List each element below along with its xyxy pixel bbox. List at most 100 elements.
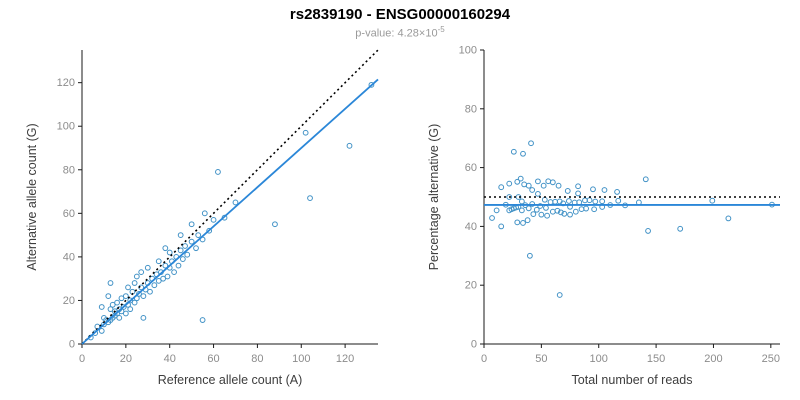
data-point [127, 306, 134, 313]
data-point [114, 310, 120, 317]
data-point [615, 197, 622, 204]
data-point [120, 304, 127, 310]
data-point [489, 215, 495, 221]
data-point [498, 223, 505, 230]
data-point [537, 203, 544, 209]
data-point [125, 284, 131, 291]
data-point [572, 208, 579, 215]
data-point [535, 190, 541, 197]
data-point [307, 195, 313, 201]
data-point [526, 252, 533, 259]
data-point [346, 142, 353, 149]
data-point [98, 304, 105, 310]
data-point [155, 258, 162, 265]
data-point [561, 210, 568, 217]
data-point [645, 228, 651, 234]
data-point [138, 269, 145, 276]
data-point [538, 211, 545, 218]
fit-line [81, 78, 379, 345]
data-point [232, 199, 239, 206]
data-point [525, 205, 532, 212]
x-tick-label: 100 [590, 353, 608, 365]
data-point [514, 219, 521, 226]
data-point [188, 221, 195, 228]
data-point [520, 220, 526, 226]
data-point [530, 211, 537, 217]
data-point [547, 199, 554, 205]
data-point [549, 179, 556, 186]
data-point [554, 207, 561, 214]
y-tick-label: 40 [63, 251, 75, 263]
data-point [122, 310, 129, 317]
x-tick-label: 60 [207, 353, 219, 365]
data-point [555, 182, 562, 189]
data-point [525, 182, 532, 189]
data-point [182, 243, 188, 249]
data-point [193, 245, 199, 252]
data-point [565, 198, 572, 204]
data-point [144, 264, 151, 271]
pvalue-text: p-value: 4.28×10 [355, 27, 438, 40]
y-tick-label: 80 [465, 103, 477, 115]
data-point [105, 293, 112, 299]
data-point [591, 206, 598, 213]
data-point [575, 190, 581, 197]
data-point [166, 249, 173, 256]
y-tick-label: 20 [63, 295, 75, 307]
data-point [116, 314, 123, 321]
data-point [541, 196, 548, 203]
data-point [599, 198, 606, 205]
data-point [552, 198, 559, 205]
y-tick-label: 40 [465, 221, 477, 233]
data-point [614, 189, 620, 195]
data-point [725, 215, 732, 222]
y-tick-label: 100 [459, 45, 477, 57]
data-point [133, 273, 140, 280]
x-axis-label: Reference allele count (A) [158, 373, 303, 387]
data-point [590, 186, 596, 193]
data-point [535, 178, 541, 185]
pvalue-exponent: -5 [437, 25, 445, 34]
y-axis-label: Alternative allele count (G) [25, 123, 39, 270]
data-point [140, 314, 147, 321]
x-axis-label: Total number of reads [572, 373, 693, 387]
data-point [518, 198, 525, 205]
data-point [140, 293, 147, 299]
y-tick-label: 0 [471, 339, 477, 351]
x-tick-label: 100 [292, 353, 310, 365]
data-point [109, 301, 116, 308]
x-tick-label: 80 [251, 353, 263, 365]
data-point [517, 175, 524, 182]
data-point [514, 178, 521, 185]
data-point [122, 293, 129, 299]
data-point [518, 207, 525, 214]
data-point [529, 187, 536, 193]
identity-line [81, 49, 379, 345]
data-point [576, 199, 583, 206]
data-point [575, 183, 581, 190]
data-point [179, 256, 186, 262]
y-tick-label: 120 [57, 77, 75, 89]
y-tick-label: 100 [57, 121, 75, 133]
data-point [709, 197, 716, 204]
data-point [160, 275, 167, 282]
plot-title: rs2839190 - ENSG00000160294 [289, 6, 511, 23]
x-tick-label: 20 [120, 353, 132, 365]
data-point [549, 208, 556, 215]
data-point [195, 232, 202, 239]
data-point [556, 292, 563, 298]
y-tick-label: 80 [63, 164, 75, 176]
data-point [498, 184, 505, 191]
x-tick-label: 120 [336, 353, 354, 365]
data-point [184, 251, 191, 258]
left-scatter-plot: 0 20 40 60 80 100 120 0 20 40 60 80 100 120 Reference … [25, 49, 379, 387]
data-point [127, 297, 134, 304]
data-point [540, 182, 547, 189]
data-point [545, 178, 552, 185]
data-point [567, 211, 573, 218]
data-point [147, 288, 153, 295]
data-point [543, 204, 549, 211]
data-point [136, 291, 142, 297]
data-point [592, 198, 599, 205]
data-point [524, 217, 531, 224]
